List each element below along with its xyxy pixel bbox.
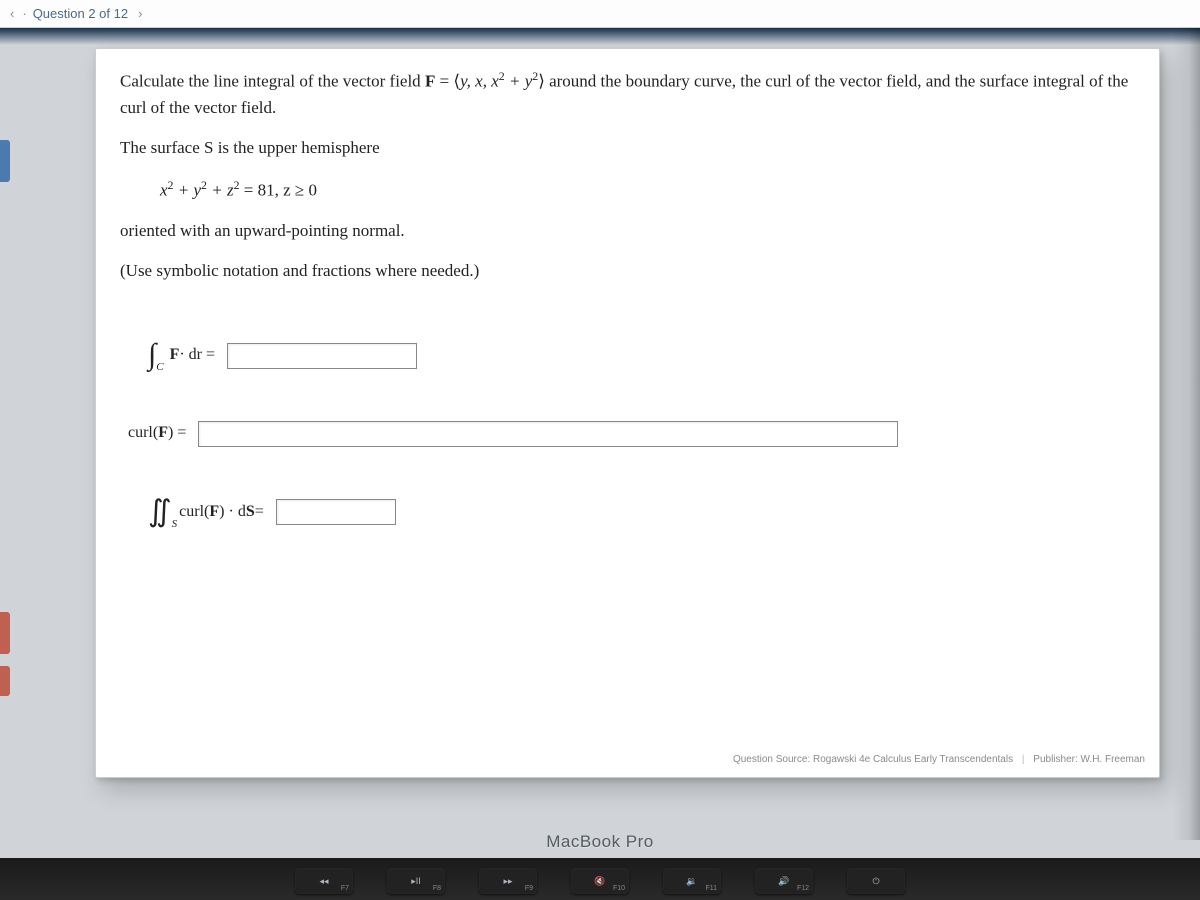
question-source-footer: Question Source: Rogawski 4e Calculus Ea… xyxy=(733,752,1145,768)
question-paragraph-4: (Use symbolic notation and fractions whe… xyxy=(120,258,1135,284)
hemisphere-equation: x2 + y2 + z2 = 81, z ≥ 0 xyxy=(160,176,1135,204)
answer-row-curl: curl(F) = xyxy=(128,421,1135,447)
curl-input[interactable] xyxy=(198,421,898,447)
question-paragraph-3: oriented with an upward-pointing normal. xyxy=(120,218,1135,244)
nav-separator-dot: · xyxy=(20,6,28,21)
prev-question-button[interactable]: ‹ xyxy=(4,6,20,21)
key-f8: ▸IIF8 xyxy=(387,868,445,894)
double-integral-symbol: ∬ xyxy=(148,489,172,536)
keyboard-row: ◂◂F7 ▸IIF8 ▸▸F9 🔇F10 🔉F11 🔊F12 ⏻ xyxy=(0,858,1200,900)
integral-symbol: ∫ xyxy=(148,332,156,379)
side-tabs xyxy=(0,140,10,708)
next-question-button[interactable]: › xyxy=(132,6,148,21)
key-f10: 🔇F10 xyxy=(571,868,629,894)
question-card: Calculate the line integral of the vecto… xyxy=(95,48,1160,778)
key-f7: ◂◂F7 xyxy=(295,868,353,894)
question-paragraph-2: The surface S is the upper hemisphere xyxy=(120,135,1135,161)
key-f12: 🔊F12 xyxy=(755,868,813,894)
answer-row-surface-integral: ∬S curl(F) · dS = xyxy=(148,489,1135,536)
question-position-label: Question 2 of 12 xyxy=(29,6,132,21)
side-tab-3[interactable] xyxy=(0,666,10,696)
key-f9: ▸▸F9 xyxy=(479,868,537,894)
question-nav-bar: ‹ · Question 2 of 12 › xyxy=(0,0,1200,28)
key-f11: 🔉F11 xyxy=(663,868,721,894)
answer-row-line-integral: ∫C F · dr = xyxy=(148,332,1135,379)
line-integral-input[interactable] xyxy=(227,343,417,369)
laptop-brand-label: MacBook Pro xyxy=(0,832,1200,852)
side-tab-1[interactable] xyxy=(0,140,10,182)
side-tab-2[interactable] xyxy=(0,612,10,654)
key-power: ⏻ xyxy=(847,868,905,894)
surface-integral-input[interactable] xyxy=(276,499,396,525)
question-paragraph-1: Calculate the line integral of the vecto… xyxy=(120,67,1135,121)
